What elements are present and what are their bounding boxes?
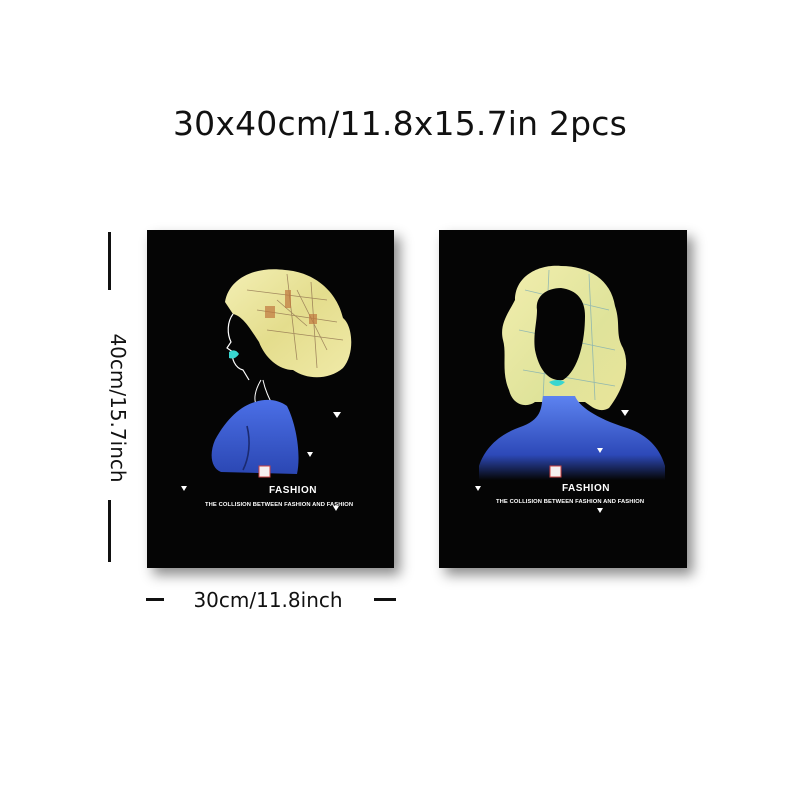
width-dimension-label: 30cm/11.8inch: [193, 588, 343, 612]
right-canvas-print: FASHION THE COLLISION BETWEEN FASHION AN…: [439, 230, 687, 568]
product-title: 30x40cm/11.8x15.7in 2pcs: [172, 104, 628, 143]
height-dimension-label: 40cm/15.7inch: [106, 333, 130, 483]
profile-woman-artwork: [181, 269, 352, 511]
front-woman-artwork: [475, 265, 665, 513]
left-canvas-print: FASHION THE COLLISION BETWEEN FASHION AN…: [147, 230, 394, 568]
width-dimension-right-line: [374, 598, 396, 601]
width-dimension-left-line: [146, 598, 164, 601]
right-canvas-caption: FASHION: [562, 483, 610, 494]
height-dimension-bottom-line: [108, 500, 111, 562]
left-canvas-caption: FASHION: [269, 485, 317, 496]
left-canvas-subcaption: THE COLLISION BETWEEN FASHION AND FASHIO…: [205, 502, 354, 508]
right-canvas-subcaption: THE COLLISION BETWEEN FASHION AND FASHIO…: [496, 499, 645, 505]
height-dimension-top-line: [108, 232, 111, 290]
